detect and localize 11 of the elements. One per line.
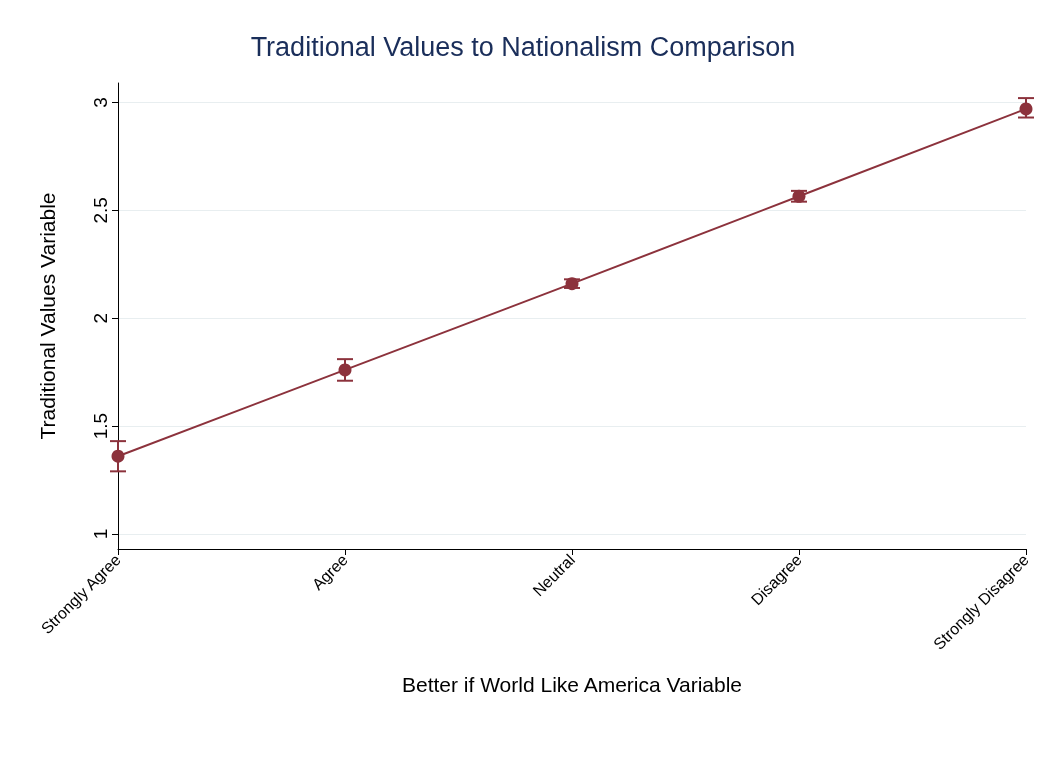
x-axis-title: Better if World Like America Variable bbox=[401, 673, 743, 696]
chart-title: Traditional Values to Nationalism Comparison bbox=[250, 31, 796, 62]
y-tick-label: 3 bbox=[90, 97, 111, 108]
y-tick-label: 2 bbox=[90, 312, 111, 324]
y-tick-label: 1.5 bbox=[90, 412, 111, 440]
point bbox=[111, 449, 125, 463]
y-tick-label: 1 bbox=[90, 528, 111, 540]
point bbox=[338, 363, 352, 377]
y-axis-title: Traditional Values Variable bbox=[36, 192, 59, 440]
y-tick-label: 2.5 bbox=[90, 197, 111, 224]
point bbox=[1019, 102, 1033, 116]
